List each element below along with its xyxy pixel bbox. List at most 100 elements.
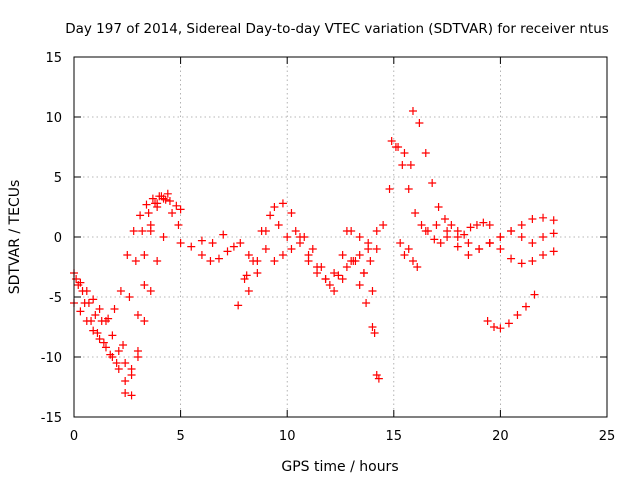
data-point — [74, 281, 83, 289]
data-point — [415, 119, 424, 127]
data-point — [408, 257, 417, 265]
x-tick-label: 15 — [386, 429, 403, 444]
series-track-5 — [121, 233, 168, 397]
data-point — [129, 227, 138, 235]
data-point — [72, 275, 81, 283]
series-track-6 — [176, 230, 228, 251]
data-point — [304, 257, 313, 265]
data-point — [300, 233, 309, 241]
data-point — [549, 247, 558, 256]
data-point — [123, 251, 132, 259]
data-point — [460, 230, 469, 239]
data-point — [214, 254, 223, 263]
data-point — [159, 233, 168, 241]
data-point — [507, 254, 516, 263]
data-point — [539, 251, 548, 259]
data-point — [89, 326, 98, 335]
data-point — [400, 251, 409, 259]
data-point — [359, 269, 368, 277]
data-point — [342, 263, 351, 271]
data-point — [517, 259, 526, 268]
data-point — [121, 359, 130, 367]
data-point — [95, 335, 104, 343]
data-point — [400, 149, 409, 157]
series-track-19 — [485, 227, 558, 247]
data-point — [295, 239, 304, 247]
data-point — [157, 192, 166, 201]
data-point — [197, 236, 206, 245]
data-point — [355, 251, 364, 259]
data-point — [161, 195, 170, 204]
data-point — [176, 205, 185, 214]
data-point — [236, 239, 245, 247]
data-point — [89, 295, 98, 304]
data-point — [528, 239, 537, 247]
data-point — [338, 251, 347, 259]
data-point — [434, 203, 443, 211]
data-point — [396, 239, 405, 247]
data-point — [106, 350, 115, 359]
y-axis-label: SDTVAR / TECUs — [7, 180, 23, 295]
data-point — [136, 211, 145, 220]
data-point — [440, 215, 449, 223]
data-point — [287, 209, 296, 217]
data-point — [496, 233, 505, 241]
data-point — [138, 227, 147, 235]
data-point — [530, 290, 539, 299]
y-tick-label: 5 — [54, 171, 62, 186]
data-point — [99, 338, 108, 347]
data-point — [483, 317, 492, 325]
series-outliers — [234, 271, 383, 383]
data-point — [475, 245, 484, 253]
data-point — [133, 311, 142, 319]
data-point — [411, 209, 420, 217]
data-point — [91, 311, 100, 319]
data-point — [385, 185, 394, 193]
data-point — [453, 242, 462, 251]
data-point — [176, 239, 185, 247]
data-point — [140, 251, 149, 259]
series-track-1 — [70, 194, 185, 373]
data-point — [278, 199, 287, 208]
data-point — [436, 239, 445, 247]
data-point — [528, 257, 537, 265]
data-point — [368, 323, 377, 331]
data-point — [146, 287, 155, 295]
x-tick-label: 20 — [492, 429, 509, 444]
data-point — [140, 317, 149, 325]
data-point — [144, 209, 153, 217]
y-tick-label: 15 — [45, 51, 62, 66]
data-point — [334, 271, 343, 280]
data-point — [330, 287, 339, 295]
series-track-20 — [483, 290, 539, 333]
series-track-14 — [391, 143, 445, 247]
data-point — [517, 233, 526, 241]
data-point — [95, 305, 104, 313]
data-point — [80, 299, 89, 307]
x-tick-label: 5 — [176, 429, 184, 444]
y-tick-label: -10 — [41, 351, 62, 366]
data-point — [504, 319, 513, 328]
data-point — [517, 221, 526, 229]
data-point — [408, 107, 417, 115]
data-point — [234, 301, 243, 310]
data-markers — [70, 107, 558, 400]
data-point — [168, 209, 177, 217]
data-point — [379, 221, 388, 229]
data-point — [114, 347, 123, 355]
data-point — [549, 229, 558, 238]
data-point — [270, 257, 279, 265]
chart-title: Day 197 of 2014, Sidereal Day-to-day VTE… — [65, 21, 609, 37]
data-point — [472, 221, 481, 229]
y-tick-label: -15 — [41, 411, 62, 426]
data-point — [172, 201, 181, 210]
tick-labels: 0 5 10 15 20 25 -15 -10 -5 0 5 10 15 — [41, 51, 616, 444]
data-point — [507, 227, 516, 235]
data-point — [421, 227, 430, 235]
data-point — [485, 221, 494, 229]
data-point — [430, 235, 439, 244]
data-point — [338, 275, 347, 283]
data-point — [244, 251, 253, 259]
data-point — [496, 245, 505, 253]
x-tick-label: 0 — [70, 429, 78, 444]
